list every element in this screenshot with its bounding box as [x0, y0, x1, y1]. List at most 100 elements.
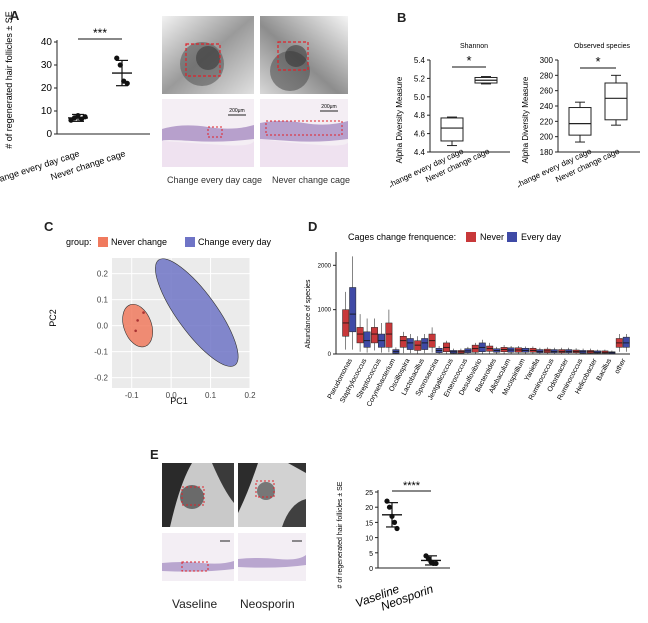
observed-ytick-label-6: 300 [540, 56, 554, 65]
pca-ylabel: PC2 [48, 309, 58, 327]
panel-e-data-point [394, 525, 400, 532]
shannon-ytick-label-1: 4.6 [414, 130, 426, 139]
histology-change-every-day: 200μm [162, 99, 254, 167]
abundance-box [421, 338, 429, 350]
panel-a-ylabel: # of regenerated hair follicles ± SE [4, 11, 14, 149]
abundance-ytick-label-1: 1000 [318, 308, 332, 314]
photo-caption-neosporin: Neosporin [240, 597, 295, 611]
pca-ytick-label-3: -0.1 [94, 348, 108, 357]
pca-ytick-label-0: 0.2 [97, 270, 109, 279]
abundance-legend-title: Cages change frenquence: [348, 232, 456, 242]
panel-e-ytick-label-5: 25 [365, 490, 373, 497]
panel-e-data-point [386, 504, 393, 510]
panel-e-data-point [389, 513, 395, 519]
pca-xlabel: PC1 [170, 396, 188, 406]
panel-a-dot-plot: # of regenerated hair follicles ± SE 0 10… [0, 11, 150, 187]
abundance-ytick-label-2: 2000 [318, 263, 332, 269]
pca-xtick-label-3: 0.2 [244, 391, 256, 400]
panel-b-observed-boxplot: Alpha Diversity Measure Observed species… [518, 43, 640, 191]
panel-a-data-point [124, 80, 130, 86]
histology-vaseline [162, 533, 234, 581]
pca-point [136, 319, 139, 322]
panel-a-ytick-label-1: 10 [41, 106, 53, 117]
abundance-ytick-label-0: 0 [328, 352, 332, 358]
panel-e-ytick-label-3: 15 [365, 520, 373, 527]
observed-significance: * [595, 54, 600, 69]
photo-skin-never-change [260, 16, 348, 94]
panel-a-data-point [82, 114, 88, 120]
shannon-ytick-label-3: 5.0 [414, 93, 426, 102]
abundance-box [363, 331, 371, 348]
abundance-ylabel: Abundance of species [305, 279, 312, 348]
panel-a-significance: *** [93, 26, 107, 40]
panel-letter-b: B [397, 10, 407, 25]
panel-e-ytick-label-1: 5 [369, 551, 373, 558]
panel-e-ytick-label-4: 20 [365, 505, 373, 512]
panel-e-significance: **** [403, 480, 421, 492]
observed-box [604, 82, 628, 121]
photo-caption-vaseline: Vaseline [172, 597, 218, 611]
pca-legend-swatch-every-day [185, 237, 195, 247]
scale-bar-label: 200μm [229, 108, 244, 114]
panel-letter-d: D [308, 219, 318, 234]
photo-skin-change-every-day [162, 16, 254, 94]
abundance-legend-swatch-every-day [507, 232, 517, 242]
shannon-significance: * [466, 53, 471, 68]
panel-e-data-point [391, 519, 398, 525]
panel-e-ytick-label-2: 10 [365, 536, 373, 543]
observed-ytick-label-1: 200 [540, 133, 554, 142]
shannon-title: Shannon [460, 43, 488, 50]
abundance-box [406, 338, 414, 350]
panel-a-ytick-label-2: 20 [41, 83, 53, 94]
panel-b-shannon-boxplot: Alpha Diversity Measure Shannon 4.4 4.6 4.… [390, 43, 510, 191]
photo-caption-change-every-day: Change every day cage [167, 175, 263, 185]
observed-box [568, 107, 592, 136]
observed-ytick-label-3: 240 [540, 102, 554, 111]
abundance-category-19: other [614, 357, 628, 375]
panel-a-data-point [114, 55, 120, 61]
pca-ytick-label-1: 0.1 [97, 296, 109, 305]
observed-title: Observed species [574, 43, 631, 50]
shannon-ytick-label-4: 5.2 [414, 74, 426, 83]
pca-ytick-label-4: -0.2 [94, 374, 108, 383]
observed-ytick-label-5: 280 [540, 71, 554, 80]
observed-ytick-label-2: 220 [540, 117, 554, 126]
panel-letter-e: E [150, 447, 159, 462]
pca-legend-title: group: [66, 237, 92, 247]
histology-neosporin [238, 533, 306, 581]
photo-caption-never-change: Never change cage [272, 175, 351, 185]
panel-a-ytick-label-4: 40 [41, 37, 53, 48]
panel-e-ylabel: # of regenerated hair follicles ± SE [337, 481, 344, 588]
pca-point [142, 311, 145, 314]
pca-ellipse-1 [155, 258, 239, 367]
abundance-box [385, 322, 393, 348]
pca-legend-never: Never change [111, 237, 167, 247]
panel-b-ylabel-shannon: Alpha Diversity Measure [395, 76, 404, 163]
shannon-ytick-label-5: 5.4 [414, 56, 426, 65]
panel-letter-c: C [44, 219, 54, 234]
pca-xtick-label-0: -0.1 [125, 391, 139, 400]
abundance-box [356, 327, 364, 344]
pca-xtick-label-2: 0.1 [205, 391, 217, 400]
abundance-box [622, 336, 630, 348]
panel-a-data-point [117, 62, 123, 68]
panel-e-data-point [433, 560, 439, 567]
abundance-box [371, 327, 378, 344]
panel-d-abundance-boxplot: Cages change frenquence: Never Every day… [305, 232, 630, 408]
abundance-box [414, 340, 422, 351]
panel-c-pca-plot: group: Never change Change every day -0.… [48, 237, 272, 406]
panel-letter-a: A [10, 8, 20, 23]
shannon-ytick-label-0: 4.4 [414, 148, 426, 157]
panel-a-data-point [75, 113, 81, 119]
abundance-legend-swatch-never [466, 232, 476, 242]
abundance-box [349, 287, 357, 333]
scale-bar-label-2: 200μm [321, 104, 336, 110]
photo-skin-vaseline [162, 463, 234, 527]
abundance-legend-every-day: Every day [521, 232, 562, 242]
panel-a-ytick-label-0: 0 [46, 129, 52, 140]
photo-skin-neosporin [238, 463, 306, 527]
shannon-box [440, 117, 464, 142]
pca-legend-swatch-never [98, 237, 108, 247]
panel-e-ytick-label-0: 0 [369, 566, 373, 573]
panel-e-dot-plot: # of regenerated hair follicles ± SE 0 5 1… [337, 480, 450, 614]
